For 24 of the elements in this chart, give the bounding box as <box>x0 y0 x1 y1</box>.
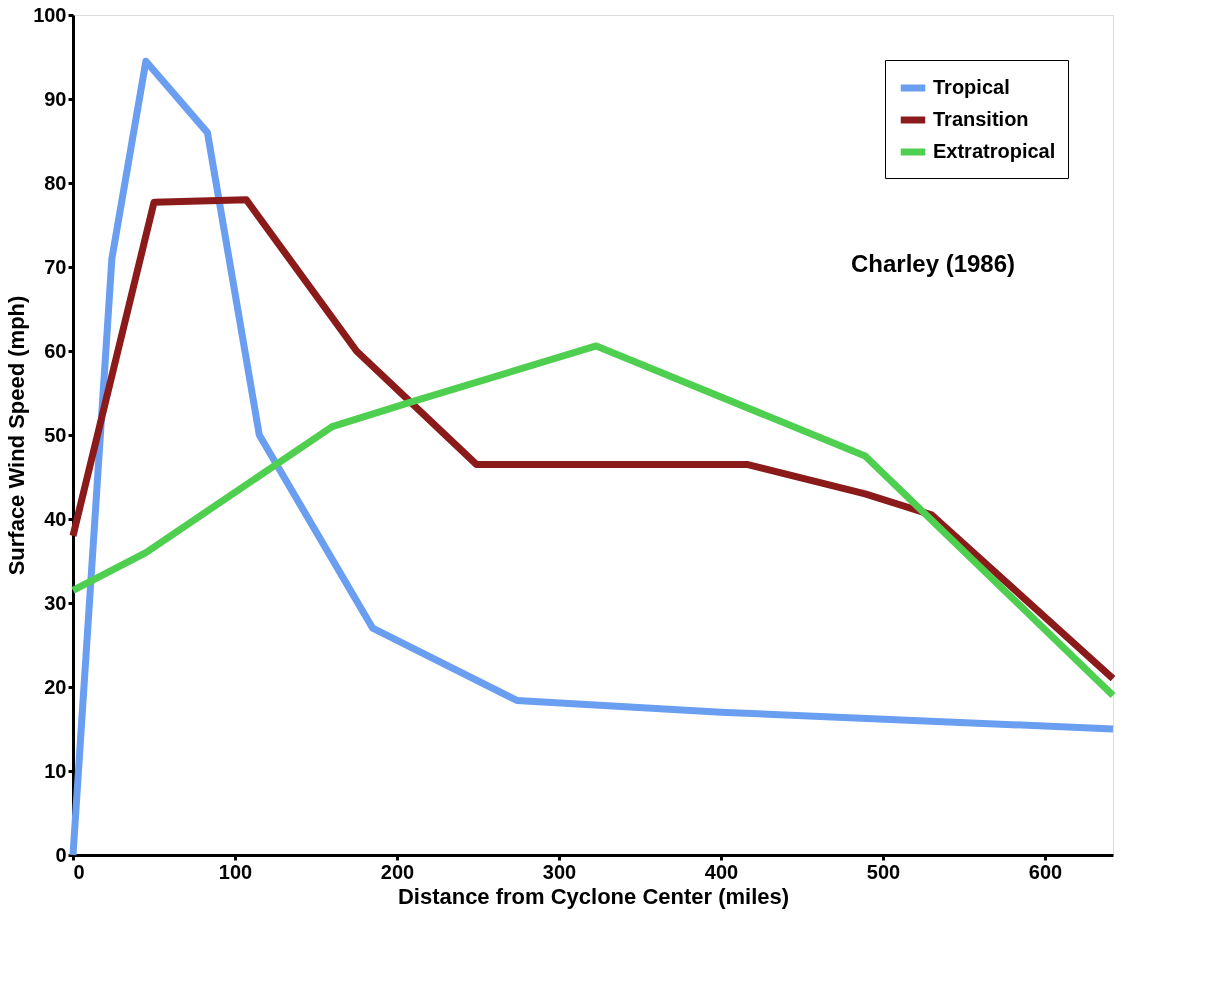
y-tick-label: 30 <box>44 591 67 614</box>
y-tick-label: 0 <box>55 843 67 866</box>
x-tick-label: 0 <box>73 860 85 883</box>
x-tick-label: 300 <box>542 860 577 883</box>
y-tick-label: 80 <box>44 171 67 194</box>
legend-label: Extratropical <box>933 140 1056 162</box>
x-tick-label: 200 <box>380 860 415 883</box>
y-axis-title: Surface Wind Speed (mph) <box>4 295 30 576</box>
x-tick-label: 500 <box>866 860 901 883</box>
annotation: Charley (1986) <box>850 250 1016 277</box>
y-tick-label: 20 <box>44 675 67 698</box>
y-tick-label: 70 <box>44 255 67 278</box>
legend-label: Transition <box>933 108 1029 130</box>
x-axis-title: Distance from Cyclone Center (miles) <box>397 883 790 909</box>
x-tick-label: 100 <box>218 860 253 883</box>
y-tick-label: 60 <box>44 339 67 362</box>
y-tick-label: 90 <box>44 87 67 110</box>
y-tick-label: 10 <box>44 759 67 782</box>
x-tick-label: 600 <box>1028 860 1063 883</box>
y-tick-label: 40 <box>44 507 67 530</box>
x-tick-label: 400 <box>704 860 739 883</box>
y-tick-label: 50 <box>44 423 67 446</box>
y-tick-label: 100 <box>33 3 67 26</box>
legend-label: Tropical <box>933 76 1010 98</box>
